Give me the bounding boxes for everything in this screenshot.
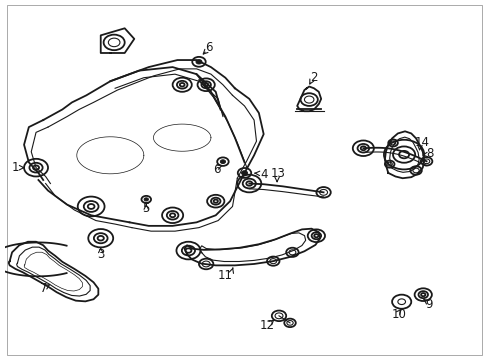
Text: 11: 11 bbox=[217, 270, 232, 283]
Text: 8: 8 bbox=[426, 147, 433, 160]
Text: 2: 2 bbox=[309, 71, 317, 84]
Circle shape bbox=[220, 160, 225, 163]
Text: 14: 14 bbox=[413, 136, 428, 149]
Circle shape bbox=[241, 171, 247, 175]
Circle shape bbox=[144, 198, 148, 201]
Text: 9: 9 bbox=[425, 298, 432, 311]
Text: 6: 6 bbox=[204, 41, 212, 54]
Text: 5: 5 bbox=[142, 202, 150, 215]
Text: 12: 12 bbox=[260, 319, 274, 332]
Text: 13: 13 bbox=[270, 167, 285, 180]
Text: 10: 10 bbox=[390, 307, 406, 320]
Text: 4: 4 bbox=[260, 167, 267, 180]
Circle shape bbox=[196, 60, 202, 64]
Text: 3: 3 bbox=[97, 248, 104, 261]
Text: 7: 7 bbox=[41, 282, 48, 295]
Text: 6: 6 bbox=[212, 163, 220, 176]
Text: 1: 1 bbox=[12, 161, 19, 174]
